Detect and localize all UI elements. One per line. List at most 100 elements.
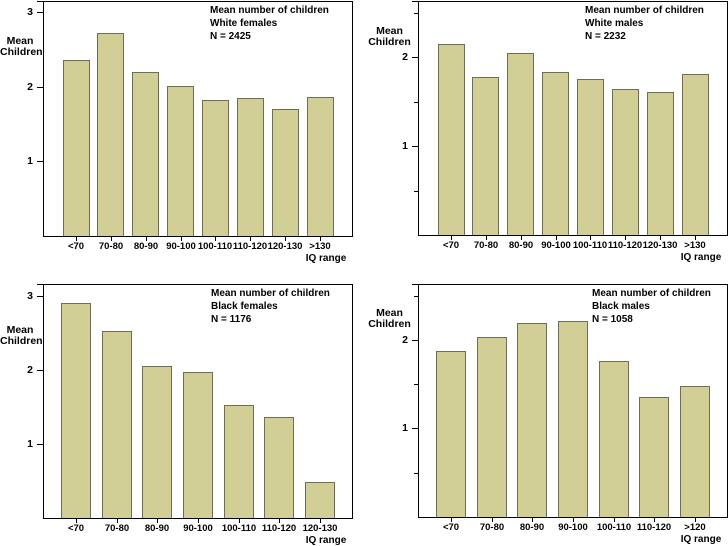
x-tick-label: 120-130 [267,241,303,252]
x-tick-label: >130 [684,240,706,251]
x-tick-label: 80-90 [133,241,159,252]
bar-80-90 [132,72,159,236]
bar-110-120 [264,417,294,518]
chart-subtitle: Black males [592,301,650,312]
y-axis-tick [37,161,43,162]
bar-90-100 [183,372,213,518]
bar-110-120 [612,89,639,235]
y-axis-tick [412,340,418,341]
chart-white-males: Mean Children Mean number of children Wh… [364,0,728,273]
y-axis-title-line1: Mean [376,25,403,37]
x-axis-tick [532,518,533,522]
y-tick-label: 1 [27,155,33,167]
y-tick-label: 1 [402,140,408,152]
y-tick-label: 2 [402,51,408,63]
y-axis-minor-tick [414,102,418,103]
bar-100-110 [599,361,629,517]
chart-n-label: N = 2232 [585,31,626,42]
bar-110-120 [237,98,264,236]
x-tick-label: 110-120 [232,241,268,252]
chart-white-females: Mean Children Mean number of children Wh… [0,0,364,273]
bar-120-130 [305,482,335,518]
y-axis-tick [37,12,43,13]
chart-title: Mean number of children [592,288,711,299]
x-axis-title: IQ range [305,253,347,264]
x-tick-label: 90-100 [166,241,196,252]
bar-110-120 [639,397,669,517]
bar-70-80 [102,331,132,518]
x-axis-tick [451,236,452,240]
plot-frame [43,284,353,519]
y-tick-label: 3 [27,290,33,302]
y-tick-label: 2 [27,364,33,376]
bar-100-110 [224,405,254,518]
x-axis-tick [285,237,286,241]
x-tick-label: 100-110 [197,241,233,252]
chart-n-label: N = 2425 [210,31,251,42]
x-tick-label: 80-90 [519,522,545,533]
x-tick-label: 100-110 [572,240,608,251]
x-tick-label: 100-110 [596,522,632,533]
x-axis-tick [486,236,487,240]
y-axis-title-line2: Children [0,335,43,347]
x-axis-tick [76,519,77,523]
y-axis-minor-tick [414,384,418,385]
bar-80-90 [517,323,547,517]
y-tick-label: 1 [27,438,33,450]
bar-80-90 [507,53,534,235]
x-tick-label: 80-90 [144,523,170,534]
x-tick-label: 120-130 [302,523,338,534]
x-tick-label: 90-100 [558,522,588,533]
y-axis-title-line1: Mean [6,324,34,336]
x-tick-label: 90-100 [183,523,213,534]
x-tick-label: <70 [67,523,85,534]
y-tick-label: 1 [402,422,408,434]
y-tick-label: 2 [27,81,33,93]
chart-black-males: Mean Children Mean number of children Bl… [364,273,728,546]
x-tick-label: 70-80 [473,240,499,251]
x-axis-tick [279,519,280,523]
x-axis-tick [590,236,591,240]
y-axis-title: Mean Children [0,35,43,58]
bar-<70 [438,44,465,235]
bar->130 [307,97,334,236]
y-axis-tick [412,428,418,429]
y-axis-minor-tick [414,191,418,192]
bar-70-80 [477,337,507,517]
x-tick-label: 90-100 [541,240,571,251]
x-axis-tick [198,519,199,523]
x-tick-label: 70-80 [479,522,505,533]
x-tick-label: <70 [442,240,460,251]
x-axis-tick [660,236,661,240]
x-axis-tick [695,518,696,522]
x-axis-tick [76,237,77,241]
x-axis-tick [614,518,615,522]
x-tick-label: 70-80 [104,523,130,534]
x-axis-title: IQ range [680,534,722,545]
y-axis-title-line2: Children [368,318,411,330]
x-axis-tick [146,237,147,241]
y-axis-title-line1: Mean [376,307,403,319]
y-axis-tick [412,146,418,147]
y-tick-label: 2 [402,334,408,346]
plot-frame [43,1,353,237]
bar-90-100 [542,72,569,235]
bar-70-80 [472,77,499,235]
bar-70-80 [97,33,124,236]
y-axis-title: Mean Children [0,324,43,347]
y-axis-title-line2: Children [368,36,411,48]
x-tick-label: >130 [309,241,331,252]
x-axis-tick [451,518,452,522]
x-axis-title: IQ range [305,535,347,546]
x-tick-label: <70 [67,241,85,252]
x-tick-label: 80-90 [508,240,534,251]
chart-title: Mean number of children [210,5,329,16]
chart-black-females: Mean Children Mean number of children Bl… [0,273,364,546]
bar-120-130 [272,109,299,236]
chart-n-label: N = 1058 [592,314,633,325]
y-axis-title-line1: Mean [6,35,34,47]
y-axis-end-tick [37,1,43,2]
x-axis-tick [320,237,321,241]
y-axis-tick [37,370,43,371]
